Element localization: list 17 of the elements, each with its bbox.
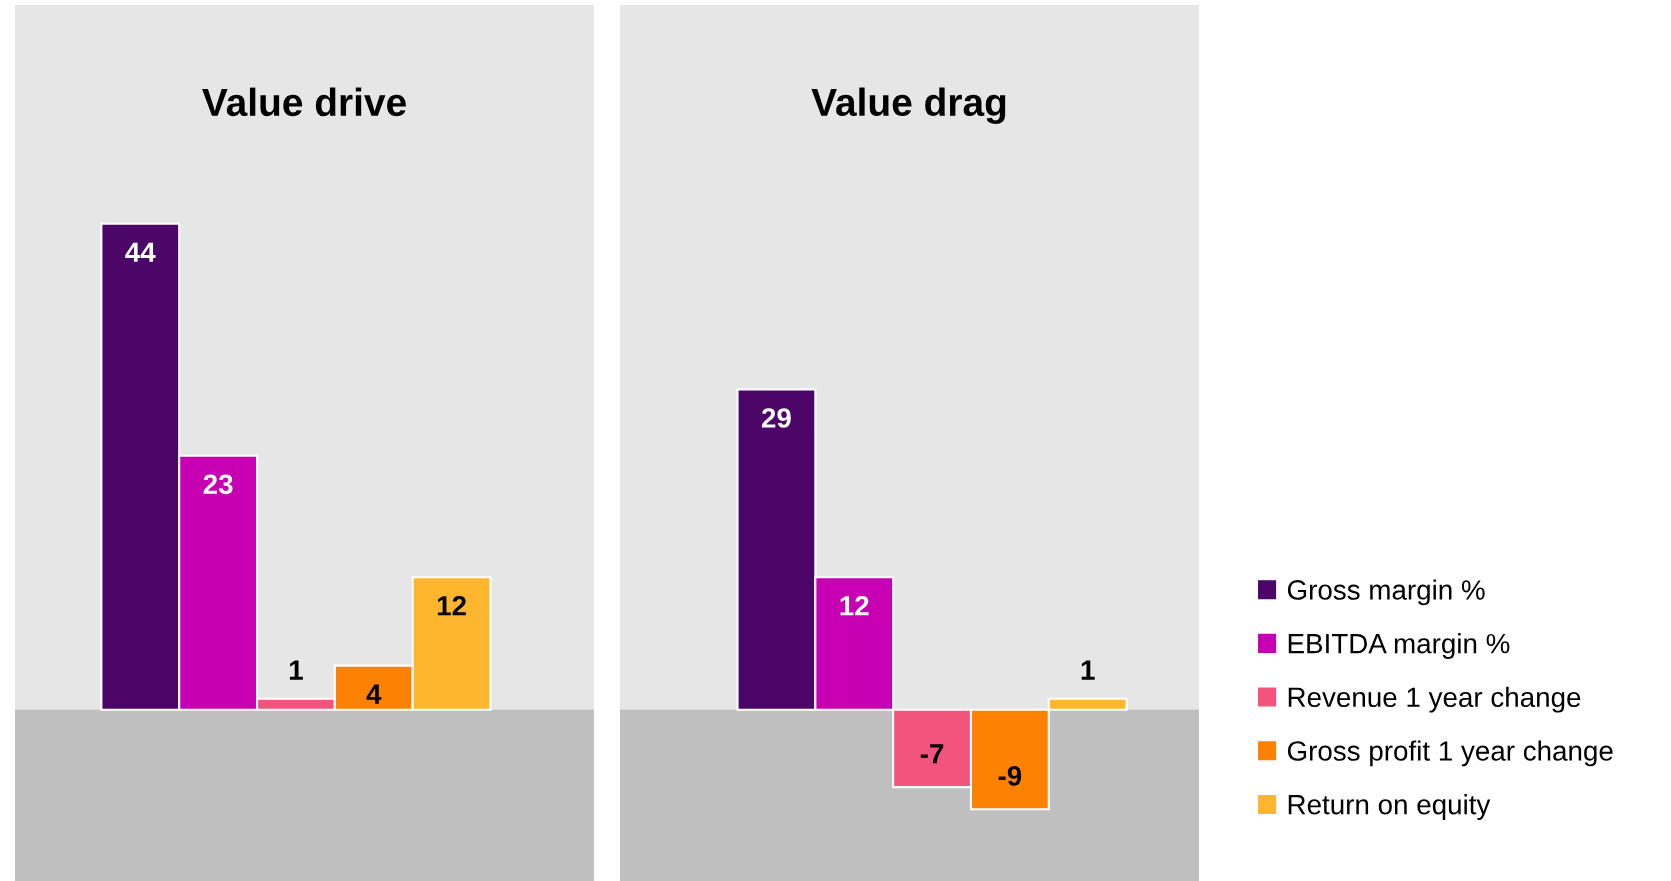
text: Value drag — [811, 87, 1006, 124]
data-label: 4 — [366, 684, 382, 704]
data-label: 12 — [840, 595, 869, 616]
data-label: 29 — [761, 408, 791, 428]
legend-label: Gross profit 1 year change — [1287, 740, 1613, 767]
legend-label: Gross margin % — [1287, 579, 1485, 606]
data-label: 1 — [289, 660, 303, 680]
legend-label: Return on equity — [1288, 794, 1491, 820]
legend-label: Revenue 1 year change — [1288, 686, 1581, 713]
text: Value drive — [202, 87, 406, 117]
data-label: -7 — [920, 744, 944, 764]
data-label: 23 — [203, 474, 233, 495]
legend-label: EBITDA margin % — [1288, 633, 1510, 659]
data-label: -9 — [998, 766, 1022, 786]
data-label: 12 — [437, 595, 466, 616]
data-label: 1 — [1081, 660, 1095, 680]
data-label: 44 — [125, 242, 156, 262]
